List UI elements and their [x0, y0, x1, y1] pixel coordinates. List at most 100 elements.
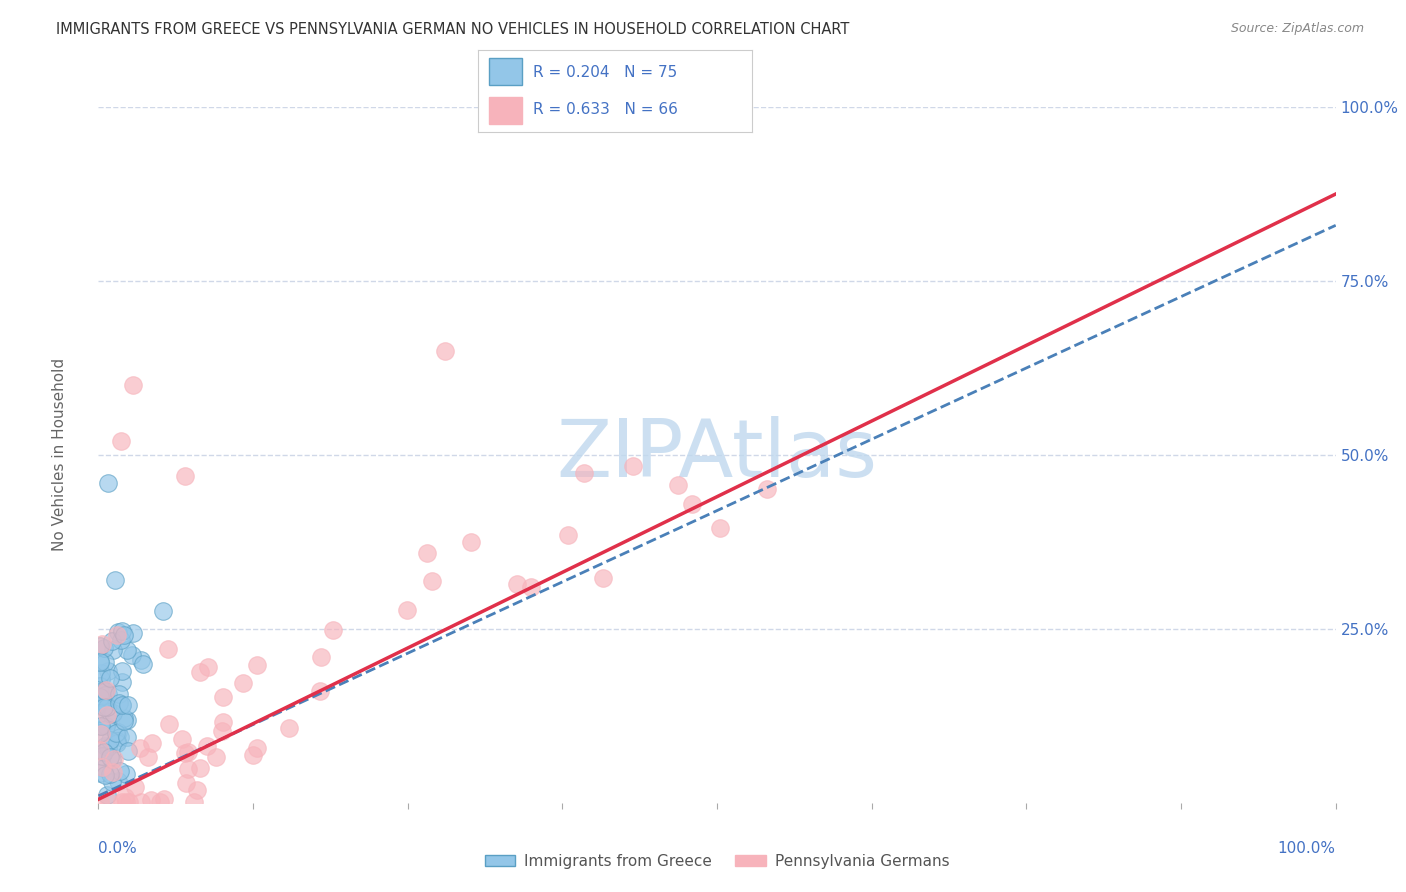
Text: R = 0.633   N = 66: R = 0.633 N = 66 — [533, 103, 678, 118]
Point — [100, 634, 122, 648]
Point — [89, 640, 111, 654]
Text: Source: ZipAtlas.com: Source: ZipAtlas.com — [1230, 22, 1364, 36]
Point — [103, 573, 125, 587]
Point — [709, 520, 731, 534]
Point — [110, 632, 132, 647]
Point — [212, 690, 235, 705]
Point — [97, 795, 120, 809]
Point — [232, 676, 254, 690]
Point — [93, 698, 115, 712]
Point — [101, 753, 124, 767]
Text: No Vehicles in Household: No Vehicles in Household — [52, 359, 67, 551]
Point — [152, 791, 174, 805]
Point — [90, 727, 112, 741]
Point — [93, 689, 115, 703]
Point — [117, 698, 139, 712]
Point — [139, 793, 162, 807]
Point — [89, 766, 111, 780]
Point — [110, 698, 132, 713]
Point — [246, 741, 269, 756]
Point — [108, 687, 131, 701]
Point — [89, 719, 111, 733]
Point — [131, 657, 153, 671]
Point — [97, 475, 120, 490]
Point — [157, 717, 180, 731]
Point — [396, 603, 419, 617]
Point — [101, 706, 124, 720]
Point — [100, 707, 122, 722]
Point — [89, 687, 111, 701]
Point — [93, 700, 115, 714]
Point — [174, 776, 197, 790]
Point — [96, 699, 118, 714]
Point — [103, 642, 125, 657]
Point — [111, 664, 134, 678]
Text: 0.0%: 0.0% — [98, 841, 138, 856]
Point — [195, 739, 218, 754]
Point — [124, 780, 146, 794]
Point — [177, 745, 200, 759]
Point — [520, 580, 543, 594]
Point — [157, 641, 180, 656]
Point — [110, 698, 132, 712]
Point — [89, 685, 111, 699]
Point — [322, 624, 344, 638]
Point — [111, 675, 134, 690]
Point — [416, 546, 439, 560]
Point — [666, 478, 689, 492]
Point — [197, 659, 219, 673]
Point — [112, 711, 135, 725]
Point — [97, 665, 120, 679]
Point — [94, 719, 117, 733]
Point — [557, 528, 579, 542]
Point — [128, 740, 150, 755]
Point — [122, 378, 145, 392]
Point — [105, 733, 128, 747]
Point — [129, 795, 152, 809]
Point — [177, 762, 200, 776]
Point — [118, 795, 141, 809]
Point — [278, 721, 301, 735]
Point — [574, 467, 596, 481]
Point — [98, 672, 121, 686]
Point — [90, 637, 112, 651]
Point — [89, 706, 111, 720]
Point — [183, 795, 205, 809]
Point — [112, 714, 135, 728]
Point — [98, 750, 121, 764]
Point — [211, 723, 233, 738]
Point — [89, 655, 111, 669]
Point — [505, 577, 527, 591]
Point — [174, 746, 197, 760]
Point — [242, 747, 264, 762]
Point — [136, 750, 159, 764]
Point — [117, 743, 139, 757]
Point — [93, 768, 115, 782]
Text: IMMIGRANTS FROM GREECE VS PENNSYLVANIA GERMAN NO VEHICLES IN HOUSEHOLD CORRELATI: IMMIGRANTS FROM GREECE VS PENNSYLVANIA G… — [56, 22, 849, 37]
Point — [112, 628, 135, 642]
Point — [101, 765, 124, 780]
Point — [755, 482, 778, 496]
Point — [107, 773, 129, 788]
Point — [211, 715, 233, 730]
Point — [114, 789, 136, 804]
Point — [174, 468, 197, 483]
Point — [89, 698, 111, 713]
Text: 100.0%: 100.0% — [1278, 841, 1336, 856]
Point — [681, 497, 703, 511]
Point — [103, 751, 125, 765]
Point — [115, 767, 138, 781]
Point — [110, 764, 132, 778]
Point — [89, 679, 111, 693]
Point — [117, 730, 139, 744]
Point — [94, 655, 117, 669]
Point — [122, 625, 145, 640]
Point — [94, 683, 117, 698]
Point — [117, 643, 139, 657]
Point — [621, 459, 644, 474]
Point — [93, 745, 115, 759]
Point — [129, 652, 152, 666]
Point — [141, 736, 163, 750]
Point — [98, 732, 121, 747]
Point — [91, 748, 114, 763]
